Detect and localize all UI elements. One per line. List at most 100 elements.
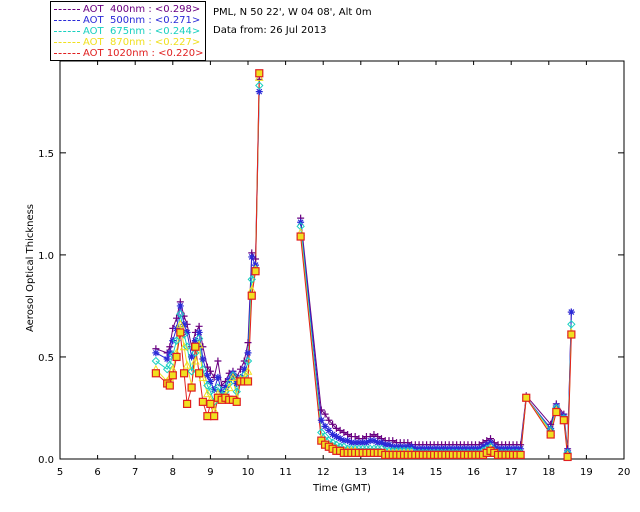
legend: AOT 400nm : <0.298> AOT 500nm : <0.271> …	[50, 1, 206, 61]
data-point-s1	[152, 349, 160, 357]
legend-item-1020nm: AOT 1020nm : <0.220>	[51, 48, 205, 59]
data-point-s4	[563, 452, 572, 462]
data-point-s0	[244, 339, 252, 347]
data-point-s3	[203, 389, 212, 398]
data-point-s4	[187, 383, 196, 392]
data-point-s1	[191, 337, 199, 345]
x-tick-label: 15	[430, 467, 443, 478]
series-line-3	[300, 232, 572, 456]
data-point-s4	[516, 450, 525, 460]
data-point-s1	[336, 435, 344, 443]
series-line-0	[300, 218, 572, 449]
data-point-s0	[370, 431, 378, 439]
x-tick-label: 13	[354, 467, 367, 478]
data-point-s1	[347, 439, 355, 447]
data-point-s1	[344, 437, 352, 445]
x-tick-label: 12	[317, 467, 330, 478]
data-point-s3	[175, 319, 185, 328]
data-point-s1	[351, 439, 359, 447]
series-markers	[151, 69, 576, 462]
data-point-s4	[195, 369, 204, 378]
legend-label-400nm: AOT 400nm : <0.298>	[83, 4, 201, 15]
data-point-s4	[191, 342, 200, 351]
data-point-s3	[243, 366, 253, 375]
x-tick-label: 11	[279, 467, 292, 478]
series-line-1	[300, 222, 572, 451]
data-point-s1	[317, 416, 325, 424]
data-point-s2	[567, 320, 576, 329]
data-point-s1	[325, 426, 333, 434]
data-point-s4	[206, 399, 215, 408]
data-point-s4	[210, 412, 219, 421]
data-point-s4	[552, 407, 561, 417]
data-point-s3	[179, 342, 189, 351]
data-point-s4	[232, 397, 241, 406]
data-point-s3	[224, 383, 234, 392]
data-point-s2	[228, 371, 238, 380]
x-tick-label: 7	[132, 467, 138, 478]
data-point-s1	[355, 439, 363, 447]
x-tick-label: 9	[207, 467, 213, 478]
data-point-s1	[214, 373, 222, 381]
data-point-s2	[172, 336, 181, 345]
series-line-4	[300, 236, 572, 458]
data-point-s4	[251, 267, 260, 276]
data-point-s1	[188, 353, 196, 361]
series-line-2	[300, 226, 572, 454]
data-point-s0	[321, 410, 329, 418]
data-point-s0	[203, 363, 211, 371]
data-point-s2	[165, 360, 174, 370]
data-point-s2	[243, 356, 253, 366]
data-point-s0	[344, 431, 352, 439]
data-point-s4	[198, 397, 207, 406]
data-point-s1	[199, 355, 207, 363]
data-point-s1	[206, 377, 214, 385]
x-tick-label: 19	[580, 467, 593, 478]
legend-item-675nm: AOT 675nm : <0.244>	[51, 26, 205, 37]
legend-label-675nm: AOT 675nm : <0.244>	[83, 26, 201, 37]
data-point-s4	[247, 291, 256, 300]
data-point-s4	[151, 369, 160, 378]
data-point-s2	[203, 381, 212, 390]
data-point-s1	[381, 441, 389, 449]
data-point-s0	[329, 420, 337, 428]
data-point-s0	[325, 416, 333, 424]
data-point-s2	[176, 309, 185, 319]
data-point-s4	[255, 69, 264, 78]
data-point-s1	[203, 371, 211, 379]
data-point-s1	[244, 349, 252, 357]
data-point-s4	[559, 416, 568, 425]
data-point-s4	[168, 371, 177, 380]
data-point-s1	[567, 308, 575, 316]
data-point-s2	[191, 348, 200, 358]
y-axis-label: Aerosol Optical Thickness	[25, 204, 36, 332]
x-tick-label: 17	[505, 467, 518, 478]
x-tick-label: 20	[618, 467, 631, 478]
data-point-s3	[228, 372, 238, 381]
data-point-s0	[340, 428, 348, 436]
data-point-s2	[182, 342, 192, 351]
data-point-s2	[255, 81, 264, 90]
data-point-s1	[210, 386, 218, 394]
x-tick-label: 10	[242, 467, 255, 478]
data-point-s3	[182, 360, 192, 369]
data-point-s1	[385, 441, 393, 449]
y-tick-label: 1.0	[38, 251, 54, 262]
x-axis-label: Time (GMT)	[312, 483, 371, 494]
data-point-s1	[359, 439, 367, 447]
x-tick-label: 14	[392, 467, 405, 478]
data-point-s0	[389, 437, 397, 445]
data-point-s1	[321, 422, 329, 430]
data-point-s0	[166, 343, 174, 351]
data-point-s2	[224, 379, 234, 388]
x-tick-label: 18	[542, 467, 555, 478]
site-info: PML, N 50 22', W 04 08', Alt 0m	[213, 7, 372, 18]
data-point-s1	[240, 365, 248, 373]
y-tick-label: 1.5	[38, 149, 54, 160]
legend-item-870nm: AOT 870nm : <0.227>	[51, 37, 205, 48]
data-point-s1	[362, 439, 370, 447]
legend-label-1020nm: AOT 1020nm : <0.220>	[83, 48, 204, 59]
data-point-s2	[247, 275, 256, 284]
x-tick-label: 5	[57, 467, 63, 478]
